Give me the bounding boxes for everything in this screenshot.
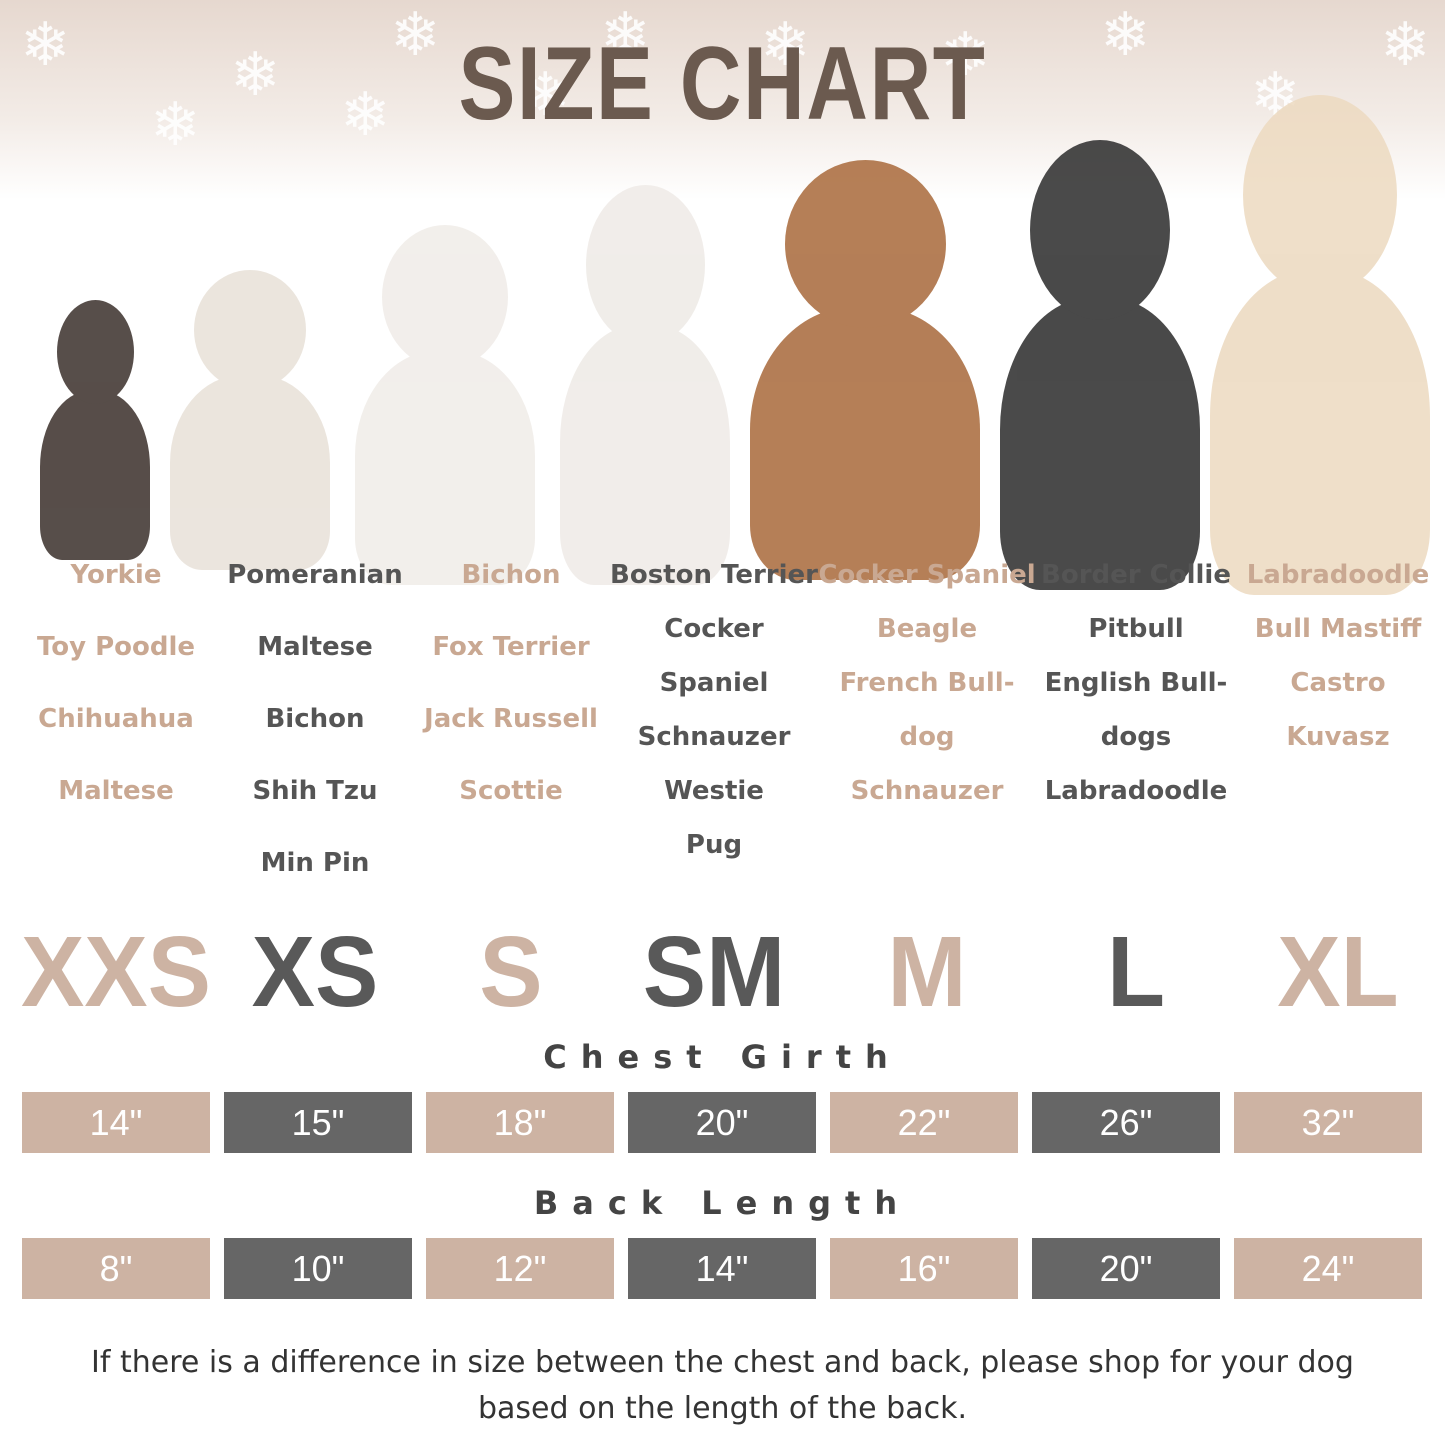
breed-name: dogs	[1100, 722, 1172, 752]
back-measurement: 14"	[628, 1238, 816, 1299]
back-measurement: 10"	[224, 1238, 412, 1299]
sizing-note: If there is a difference in size between…	[0, 1340, 1445, 1430]
dog-photo	[560, 185, 730, 585]
back-measurement: 24"	[1234, 1238, 1422, 1299]
snow-background	[0, 0, 1445, 200]
breed-header: Bichon	[461, 560, 561, 590]
snowflake-icon: ❄	[1100, 0, 1151, 70]
chest-measurement: 26"	[1032, 1092, 1220, 1153]
back-length-label: Back Length	[533, 1184, 912, 1222]
breed-name: Chihuahua	[38, 704, 194, 734]
breed-name: Shih Tzu	[252, 776, 378, 806]
dog-photo	[1000, 140, 1200, 590]
dog-head	[784, 160, 946, 328]
dog-photo	[40, 300, 150, 560]
dog-photo	[355, 225, 535, 585]
size-label: SM	[642, 916, 786, 1028]
snowflake-icon: ❄	[230, 40, 281, 110]
dog-photo	[750, 160, 980, 580]
breed-name: Spaniel	[659, 668, 769, 698]
breed-name: dog	[899, 722, 955, 752]
page-title: SIZE CHART	[458, 26, 987, 142]
dog-head	[56, 300, 134, 404]
breed-name: Schnauzer	[850, 776, 1004, 806]
breed-name: Fox Terrier	[432, 632, 590, 662]
note-line-1: If there is a difference in size between…	[91, 1345, 1354, 1380]
breed-header: Yorkie	[70, 560, 162, 590]
breed-header: Pomeranian	[227, 560, 403, 590]
snowflake-icon: ❄	[520, 60, 571, 130]
size-label: XXS	[20, 916, 212, 1028]
size-label: L	[1106, 916, 1166, 1028]
chest-measurement: 32"	[1234, 1092, 1422, 1153]
breed-name: Westie	[664, 776, 764, 806]
snowflake-icon: ❄	[150, 90, 201, 160]
snowflake-icon: ❄	[760, 10, 811, 80]
chest-measurement: 14"	[22, 1092, 210, 1153]
breed-name: Pug	[685, 830, 743, 860]
breed-name: Beagle	[876, 614, 978, 644]
size-label: XL	[1277, 916, 1399, 1028]
breed-name: Labradoodle	[1044, 776, 1228, 806]
snowflake-icon: ❄	[20, 10, 71, 80]
dog-photo	[170, 270, 330, 570]
back-measurement: 16"	[830, 1238, 1018, 1299]
back-measurement: 20"	[1032, 1238, 1220, 1299]
breed-header: Boston Terrier	[610, 560, 818, 590]
chest-measurement: 20"	[628, 1092, 816, 1153]
snowflake-icon: ❄	[390, 0, 441, 70]
breed-header: Cocker Spaniel	[818, 560, 1036, 590]
breed-name: Maltese	[257, 632, 373, 662]
size-label: XS	[251, 916, 379, 1028]
breed-name: Bull Mastiff	[1254, 614, 1422, 644]
snowflake-icon: ❄	[1380, 10, 1431, 80]
breed-name: Toy Poodle	[36, 632, 196, 662]
breed-name: Jack Russell	[424, 704, 598, 734]
dog-head	[382, 225, 508, 369]
breed-name: Pitbull	[1088, 614, 1184, 644]
dog-head	[194, 270, 306, 390]
back-measurement: 8"	[22, 1238, 210, 1299]
snowflake-icon: ❄	[340, 80, 391, 150]
dog-head	[1243, 95, 1397, 295]
back-measurement: 12"	[426, 1238, 614, 1299]
dog-head	[1030, 140, 1170, 320]
breed-name: Min Pin	[260, 848, 370, 878]
breed-name: Castro	[1290, 668, 1386, 698]
breed-name: English Bull-	[1044, 668, 1228, 698]
chest-measurement: 15"	[224, 1092, 412, 1153]
snowflake-icon: ❄	[940, 20, 991, 90]
size-label: S	[479, 916, 543, 1028]
breed-name: Maltese	[58, 776, 174, 806]
chest-measurement: 22"	[830, 1092, 1018, 1153]
breed-name: Schnauzer	[637, 722, 791, 752]
breed-name: Cocker	[664, 614, 764, 644]
breed-name: Scottie	[459, 776, 563, 806]
breed-header: Labradoodle	[1246, 560, 1430, 590]
chest-girth-label: Chest Girth	[543, 1038, 902, 1076]
dog-photo	[1210, 95, 1430, 595]
breed-name: French Bull-	[839, 668, 1015, 698]
breed-name: Bichon	[265, 704, 365, 734]
breed-name: Kuvasz	[1286, 722, 1390, 752]
note-line-2: based on the length of the back.	[478, 1391, 967, 1426]
breed-header: Border Collie	[1041, 560, 1231, 590]
chest-measurement: 18"	[426, 1092, 614, 1153]
size-label: M	[887, 916, 967, 1028]
dog-head	[585, 185, 705, 345]
snowflake-icon: ❄	[600, 0, 651, 70]
